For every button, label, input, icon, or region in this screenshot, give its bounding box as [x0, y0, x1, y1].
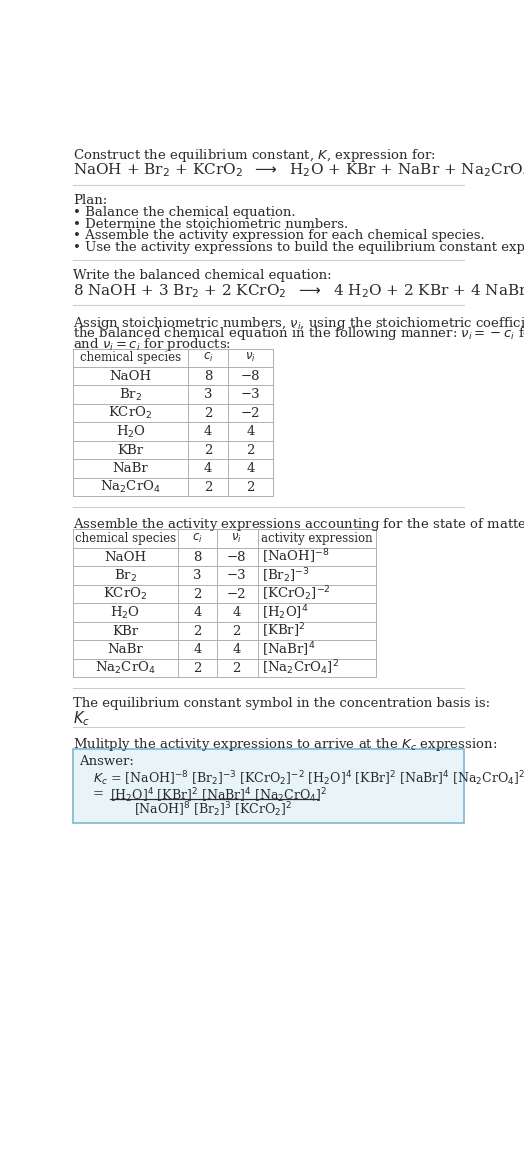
Text: • Balance the chemical equation.: • Balance the chemical equation. — [73, 206, 296, 219]
Text: 4: 4 — [204, 462, 212, 475]
Text: Mulitply the activity expressions to arrive at the $K_c$ expression:: Mulitply the activity expressions to arr… — [73, 736, 497, 753]
Text: 2: 2 — [246, 444, 255, 457]
Text: 2: 2 — [204, 481, 212, 494]
Text: The equilibrium constant symbol in the concentration basis is:: The equilibrium constant symbol in the c… — [73, 698, 490, 710]
Text: $K_c$: $K_c$ — [73, 709, 90, 728]
Text: NaOH: NaOH — [110, 370, 151, 382]
Text: • Assemble the activity expression for each chemical species.: • Assemble the activity expression for e… — [73, 229, 485, 242]
Text: Construct the equilibrium constant, $K$, expression for:: Construct the equilibrium constant, $K$,… — [73, 147, 436, 163]
Text: 4: 4 — [193, 643, 201, 656]
Text: −8: −8 — [241, 370, 260, 382]
Text: Answer:: Answer: — [80, 755, 134, 768]
Text: chemical species: chemical species — [80, 351, 181, 364]
Text: NaBr: NaBr — [107, 643, 143, 656]
Text: activity expression: activity expression — [261, 532, 373, 545]
Text: −2: −2 — [241, 407, 260, 420]
Text: 8: 8 — [193, 551, 201, 563]
Text: [NaBr]$^4$: [NaBr]$^4$ — [263, 641, 316, 658]
FancyBboxPatch shape — [73, 749, 464, 823]
Text: 4: 4 — [246, 425, 255, 438]
Text: 2: 2 — [204, 407, 212, 420]
Text: 4: 4 — [233, 606, 241, 619]
Text: NaBr: NaBr — [113, 462, 148, 475]
Text: −8: −8 — [227, 551, 246, 563]
Text: $c_i$: $c_i$ — [203, 351, 213, 364]
Text: 2: 2 — [193, 588, 201, 600]
Text: 8: 8 — [204, 370, 212, 382]
Text: 2: 2 — [204, 444, 212, 457]
Text: NaOH + Br$_2$ + KCrO$_2$  $\longrightarrow$  H$_2$O + KBr + NaBr + Na$_2$CrO$_4$: NaOH + Br$_2$ + KCrO$_2$ $\longrightarro… — [73, 161, 524, 180]
Text: $K_c$ = [NaOH]$^{-8}$ [Br$_2$]$^{-3}$ [KCrO$_2$]$^{-2}$ [H$_2$O]$^4$ [KBr]$^2$ [: $K_c$ = [NaOH]$^{-8}$ [Br$_2$]$^{-3}$ [K… — [93, 768, 524, 788]
Text: Br$_2$: Br$_2$ — [114, 568, 137, 584]
Text: [KCrO$_2$]$^{-2}$: [KCrO$_2$]$^{-2}$ — [263, 585, 331, 604]
Text: 2: 2 — [246, 481, 255, 494]
Text: $c_i$: $c_i$ — [192, 532, 203, 545]
Text: KCrO$_2$: KCrO$_2$ — [108, 406, 152, 421]
Text: 2: 2 — [193, 662, 201, 675]
Text: [Na$_2$CrO$_4$]$^2$: [Na$_2$CrO$_4$]$^2$ — [263, 658, 340, 677]
Text: 3: 3 — [193, 569, 202, 582]
Text: 3: 3 — [204, 388, 212, 401]
Text: Na$_2$CrO$_4$: Na$_2$CrO$_4$ — [95, 659, 156, 676]
Text: =: = — [93, 787, 104, 800]
Text: and $\nu_i = c_i$ for products:: and $\nu_i = c_i$ for products: — [73, 336, 231, 353]
Text: [H$_2$O]$^4$ [KBr]$^2$ [NaBr]$^4$ [Na$_2$CrO$_4$]$^2$: [H$_2$O]$^4$ [KBr]$^2$ [NaBr]$^4$ [Na$_2… — [111, 787, 328, 806]
Text: 8 NaOH + 3 Br$_2$ + 2 KCrO$_2$  $\longrightarrow$  4 H$_2$O + 2 KBr + 4 NaBr + 2: 8 NaOH + 3 Br$_2$ + 2 KCrO$_2$ $\longrig… — [73, 283, 524, 300]
Text: KBr: KBr — [112, 625, 138, 637]
Text: −3: −3 — [227, 569, 247, 582]
Text: 4: 4 — [233, 643, 241, 656]
Text: KBr: KBr — [117, 444, 144, 457]
Text: Assemble the activity expressions accounting for the state of matter and $\nu_i$: Assemble the activity expressions accoun… — [73, 517, 524, 533]
Text: Assign stoichiometric numbers, $\nu_i$, using the stoichiometric coefficients, $: Assign stoichiometric numbers, $\nu_i$, … — [73, 314, 524, 331]
Text: chemical species: chemical species — [74, 532, 176, 545]
Text: • Use the activity expressions to build the equilibrium constant expression.: • Use the activity expressions to build … — [73, 241, 524, 254]
Text: NaOH: NaOH — [104, 551, 146, 563]
Text: Write the balanced chemical equation:: Write the balanced chemical equation: — [73, 269, 332, 282]
Text: Plan:: Plan: — [73, 194, 107, 206]
Text: $\nu_i$: $\nu_i$ — [232, 532, 242, 545]
Text: 4: 4 — [204, 425, 212, 438]
Text: • Determine the stoichiometric numbers.: • Determine the stoichiometric numbers. — [73, 218, 348, 231]
Text: [NaOH]$^{-8}$: [NaOH]$^{-8}$ — [263, 548, 330, 567]
Text: Na$_2$CrO$_4$: Na$_2$CrO$_4$ — [100, 479, 161, 495]
Text: H$_2$O: H$_2$O — [116, 424, 146, 439]
Text: 2: 2 — [233, 625, 241, 637]
Text: −2: −2 — [227, 588, 246, 600]
Text: 2: 2 — [233, 662, 241, 675]
Text: [KBr]$^2$: [KBr]$^2$ — [263, 622, 305, 640]
Text: 2: 2 — [193, 625, 201, 637]
Text: $\nu_i$: $\nu_i$ — [245, 351, 256, 364]
Text: [NaOH]$^8$ [Br$_2$]$^3$ [KCrO$_2$]$^2$: [NaOH]$^8$ [Br$_2$]$^3$ [KCrO$_2$]$^2$ — [134, 801, 292, 819]
Text: [Br$_2$]$^{-3}$: [Br$_2$]$^{-3}$ — [263, 567, 310, 585]
Text: [H$_2$O]$^4$: [H$_2$O]$^4$ — [263, 604, 309, 622]
Text: −3: −3 — [241, 388, 260, 401]
Text: the balanced chemical equation in the following manner: $\nu_i = -c_i$ for react: the balanced chemical equation in the fo… — [73, 326, 524, 342]
Text: 4: 4 — [246, 462, 255, 475]
Text: KCrO$_2$: KCrO$_2$ — [103, 586, 147, 603]
Text: 4: 4 — [193, 606, 201, 619]
Text: H$_2$O: H$_2$O — [110, 605, 140, 621]
Text: Br$_2$: Br$_2$ — [119, 387, 142, 403]
